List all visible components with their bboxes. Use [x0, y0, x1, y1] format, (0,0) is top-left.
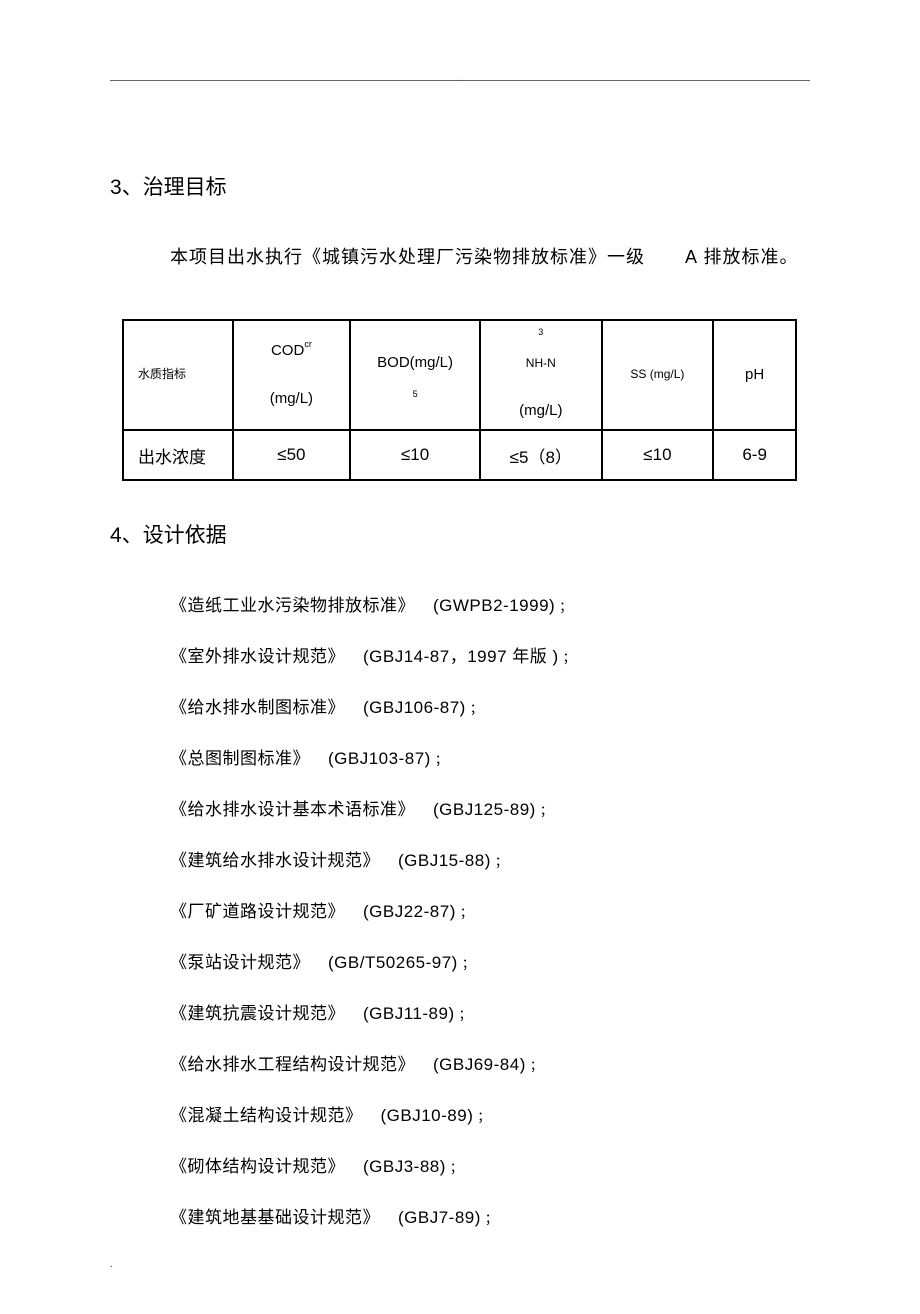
ref-title: 《厂矿道路设计规范》	[170, 902, 345, 921]
section-3-number: 3	[110, 176, 122, 199]
cod-unit: (mg/L)	[270, 390, 313, 407]
ref-item: 《给水排水设计基本术语标准》 (GBJ125-89) ；	[170, 795, 810, 820]
cell-ph: 6-9	[713, 430, 796, 480]
header-nh: 3 NH-N (mg/L)	[480, 320, 602, 430]
row-label: 出水浓度	[123, 430, 233, 480]
footer-dot: .	[110, 1259, 113, 1270]
intro-text-post: 排放标准。	[698, 247, 799, 267]
ref-tail: ；	[495, 854, 509, 869]
header-dot: .	[460, 73, 463, 84]
ref-tail: ；	[462, 956, 476, 971]
ref-code: (GWPB2-1999)	[433, 596, 555, 615]
ref-item: 《总图制图标准》 (GBJ103-87) ；	[170, 744, 810, 769]
nh-label: NH-N	[526, 356, 556, 370]
ref-code: (GBJ10-89)	[381, 1106, 474, 1125]
ref-title: 《建筑地基基础设计规范》	[170, 1208, 380, 1227]
references-list: 《造纸工业水污染物排放标准》 (GWPB2-1999) ； 《室外排水设计规范》 (G…	[170, 591, 810, 1228]
ref-item: 《砌体结构设计规范》 (GBJ3-88) ；	[170, 1152, 810, 1177]
ref-title: 《给水排水制图标准》	[170, 698, 345, 717]
header-cod: CODcr (mg/L)	[233, 320, 351, 430]
ref-tail: ；	[459, 1007, 473, 1022]
ref-tail: ；	[477, 1109, 491, 1124]
ref-item: 《造纸工业水污染物排放标准》 (GWPB2-1999) ；	[170, 591, 810, 616]
ref-item: 《建筑抗震设计规范》 (GBJ11-89) ；	[170, 999, 810, 1024]
ref-title: 《建筑给水排水设计规范》	[170, 851, 380, 870]
ref-title: 《混凝土结构设计规范》	[170, 1106, 363, 1125]
ref-item: 《建筑地基基础设计规范》 (GBJ7-89) ；	[170, 1203, 810, 1228]
ref-code: (GBJ106-87)	[363, 698, 466, 717]
ref-code: (GBJ11-89)	[363, 1004, 455, 1023]
header-indicator: 水质指标	[123, 320, 233, 430]
section-3-heading: 3、治理目标	[110, 171, 810, 201]
ref-title: 《建筑抗震设计规范》	[170, 1004, 345, 1023]
ref-item: 《室外排水设计规范》 (GBJ14-87，1997 年版 ) ；	[170, 642, 810, 667]
header-rule: .	[110, 80, 810, 81]
ref-code: (GBJ14-87，1997 年版 )	[363, 647, 559, 666]
section-4-sep: 、	[122, 524, 143, 547]
header-ph: pH	[713, 320, 796, 430]
section-3-intro: 本项目出水执行《城镇污水处理厂污染物排放标准》一级 A 排放标准。	[170, 243, 810, 269]
ref-item: 《泵站设计规范》 (GB/T50265-97) ；	[170, 948, 810, 973]
ref-title: 《造纸工业水污染物排放标准》	[170, 596, 415, 615]
ref-code: (GB/T50265-97)	[328, 953, 458, 972]
cell-nh: ≤5（8）	[480, 430, 602, 480]
ref-code: (GBJ3-88)	[363, 1157, 446, 1176]
intro-code: A	[685, 247, 698, 267]
ref-title: 《总图制图标准》	[170, 749, 310, 768]
nh-unit: (mg/L)	[519, 402, 562, 419]
ref-title: 《室外排水设计规范》	[170, 647, 345, 666]
ref-tail: ；	[460, 905, 474, 920]
ref-item: 《建筑给水排水设计规范》 (GBJ15-88) ；	[170, 846, 810, 871]
ref-title: 《给水排水设计基本术语标准》	[170, 800, 415, 819]
header-bod: BOD(mg/L) 5	[350, 320, 480, 430]
ref-tail: ；	[435, 752, 449, 767]
section-4-heading: 4、设计依据	[110, 519, 810, 549]
ref-tail: ；	[450, 1160, 464, 1175]
nh-sup: 3	[538, 327, 543, 337]
ref-tail: ；	[530, 1058, 544, 1073]
ref-item: 《给水排水制图标准》 (GBJ106-87) ；	[170, 693, 810, 718]
ref-tail: ；	[485, 1211, 499, 1226]
ref-title: 《泵站设计规范》	[170, 953, 310, 972]
ref-tail: ；	[563, 650, 577, 665]
ref-code: (GBJ7-89)	[398, 1208, 481, 1227]
ref-code: (GBJ15-88)	[398, 851, 491, 870]
table-data-row: 出水浓度 ≤50 ≤10 ≤5（8） ≤10 6-9	[123, 430, 796, 480]
cell-cod: ≤50	[233, 430, 351, 480]
section-4-title: 设计依据	[143, 524, 227, 547]
ref-tail: ；	[470, 701, 484, 716]
document-page: . 3、治理目标 本项目出水执行《城镇污水处理厂污染物排放标准》一级A 排放标准…	[0, 0, 920, 1314]
cod-label: COD	[271, 342, 304, 359]
ref-title: 《给水排水工程结构设计规范》	[170, 1055, 415, 1074]
bod-sub: 5	[413, 389, 418, 399]
ref-item: 《厂矿道路设计规范》 (GBJ22-87) ；	[170, 897, 810, 922]
section-3-title: 治理目标	[143, 176, 227, 199]
cell-bod: ≤10	[350, 430, 480, 480]
table-header-row: 水质指标 CODcr (mg/L) BOD(mg/L) 5 3 NH-N (mg…	[123, 320, 796, 430]
cell-ss: ≤10	[602, 430, 714, 480]
ref-item: 《混凝土结构设计规范》 (GBJ10-89)；	[170, 1101, 810, 1126]
ref-code: (GBJ125-89)	[433, 800, 536, 819]
header-ss: SS (mg/L)	[602, 320, 714, 430]
water-quality-table: 水质指标 CODcr (mg/L) BOD(mg/L) 5 3 NH-N (mg…	[122, 319, 797, 481]
section-3-sep: 、	[122, 176, 143, 199]
section-4-number: 4	[110, 524, 122, 547]
ref-code: (GBJ103-87)	[328, 749, 431, 768]
ref-title: 《砌体结构设计规范》	[170, 1157, 345, 1176]
bod-label: BOD(mg/L)	[377, 354, 453, 371]
ref-item: 《给水排水工程结构设计规范》 (GBJ69-84) ；	[170, 1050, 810, 1075]
intro-text-pre: 本项目出水执行《城镇污水处理厂污染物排放标准》一级	[170, 247, 645, 267]
ref-code: (GBJ69-84)	[433, 1055, 526, 1074]
ref-tail: ；	[559, 599, 573, 614]
cod-sup: cr	[304, 339, 312, 349]
ref-code: (GBJ22-87)	[363, 902, 456, 921]
ref-tail: ；	[540, 803, 554, 818]
